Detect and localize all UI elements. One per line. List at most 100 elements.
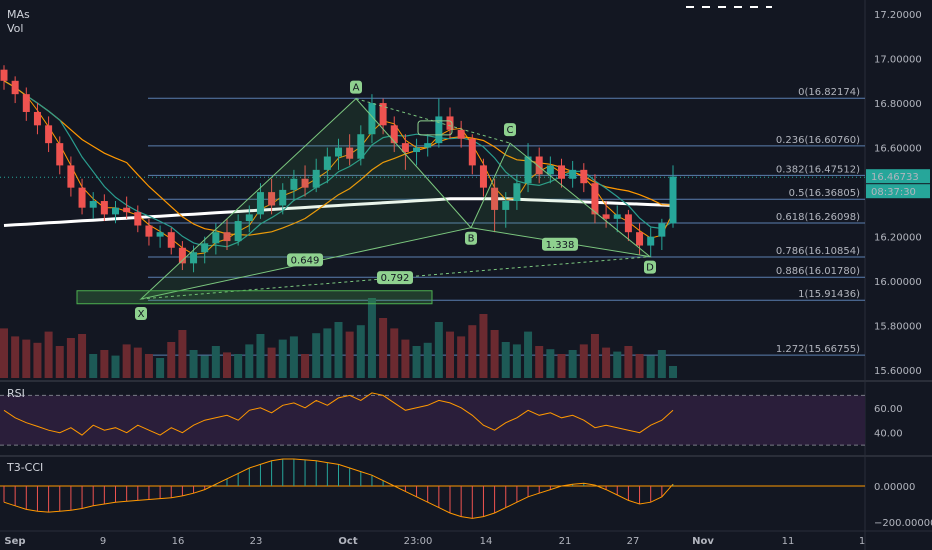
candle-body (636, 232, 644, 246)
pattern-point-marker (135, 306, 147, 320)
pattern-xd-line (140, 256, 651, 300)
candle-body (245, 214, 253, 222)
candle-body (56, 143, 64, 166)
pattern-point-label: A (353, 83, 360, 94)
candle-body (658, 223, 666, 237)
pattern-point-marker (504, 123, 516, 137)
candle-body (156, 232, 164, 237)
fib-level-label: 0.382(16.47512) (776, 164, 860, 175)
time-tick-label: 9 (100, 536, 106, 547)
volume-bar (401, 339, 410, 378)
candle-body (312, 169, 320, 188)
candle-body (78, 187, 86, 208)
legend-vol[interactable]: Vol (7, 22, 24, 35)
time-tick-label: 16 (172, 536, 185, 547)
volume-bar (289, 336, 298, 378)
candle-body (502, 201, 510, 210)
fib-level-label: 1(15.91436) (798, 289, 860, 300)
pattern-point-marker (465, 231, 477, 245)
volume-bar (55, 346, 64, 378)
volume-bar (624, 346, 633, 378)
candle-body (524, 156, 532, 184)
volume-bar (356, 325, 365, 378)
volume-bar (546, 349, 555, 378)
candle-body (558, 165, 565, 179)
volume-bar (33, 342, 42, 378)
fib-retracement[interactable]: 0(16.82174) 0.236(16.60760) 0.382(16.47512… (0, 87, 865, 356)
candle-body (624, 214, 632, 233)
volume-bar (490, 330, 499, 378)
volume-bar (22, 339, 31, 378)
volume-bar (211, 346, 220, 378)
candle-body (145, 225, 153, 237)
volume-bar (334, 322, 343, 378)
pattern-point-marker (644, 260, 656, 274)
candle-body (468, 138, 476, 166)
candle-body (89, 201, 97, 208)
volume-bar (44, 331, 53, 378)
pattern-small-box (417, 120, 453, 136)
candle-body (123, 207, 131, 213)
candle-body (290, 178, 298, 190)
volume-bar (568, 350, 577, 378)
fib-level-label: 0.236(16.60760) (776, 135, 860, 146)
price-tick-label: 15.60000 (874, 366, 922, 377)
volume-bar (245, 344, 254, 378)
volume-bar (535, 346, 544, 378)
candle-body (201, 243, 209, 253)
time-tick-label: Sep (4, 536, 25, 547)
xabcd-pattern[interactable]: X A B C D 0.649 0.792 1.338 (76, 80, 656, 320)
fib-level-label: 0(16.82174) (798, 87, 860, 98)
countdown-label: 08:37:30 (871, 187, 916, 198)
volume-bar (301, 354, 310, 378)
candle-body (301, 178, 309, 188)
candle-body (479, 165, 487, 188)
candle-body (357, 134, 365, 159)
countdown-badge (866, 184, 930, 199)
legend-mas[interactable]: MAs (7, 8, 30, 21)
volume-bar (512, 344, 521, 378)
pattern-ratio-marker (287, 253, 323, 267)
pattern-ratio-label: 1.338 (546, 240, 575, 251)
volume-bar (178, 330, 187, 378)
time-tick-label: 21 (559, 536, 572, 547)
candle-body (346, 147, 354, 159)
candle-body (234, 221, 242, 242)
rsi-pane-title[interactable]: RSI (7, 387, 25, 400)
cci-pane-title[interactable]: T3-CCI (7, 461, 44, 474)
candle-body (223, 232, 231, 242)
volume-bar (590, 334, 599, 378)
price-tick-label: 16.60000 (874, 144, 922, 155)
time-tick-label: 1 (859, 536, 865, 547)
rsi-pane (0, 392, 865, 446)
candle-body (513, 183, 521, 202)
fib-level-label: 0.786(16.10854) (776, 246, 860, 257)
fib-level-label: 0.5(16.36805) (789, 188, 861, 199)
candle-body (134, 212, 142, 226)
candle-body (167, 232, 175, 248)
volume-bar (468, 325, 477, 378)
pattern-ratio-label: 0.649 (291, 255, 320, 266)
volume-bar (669, 366, 677, 378)
candle-body (335, 147, 342, 157)
volume-bar (434, 322, 443, 378)
candle-body (368, 103, 376, 135)
volume-bar (167, 342, 176, 378)
candle-body (190, 252, 198, 264)
volume-bar (234, 354, 243, 378)
candle-body (112, 207, 119, 215)
candle-body (591, 183, 599, 215)
volume-bar (278, 339, 287, 378)
candle-body (268, 192, 276, 206)
volume-bar (501, 342, 510, 378)
cci-tick-label: 0.00000 (874, 482, 915, 493)
pattern-point-label: C (507, 125, 514, 136)
candle-body (11, 80, 19, 95)
volume-bar (100, 350, 109, 378)
candle-body (379, 103, 387, 126)
volume-bar (613, 351, 622, 378)
time-tick-label: 27 (627, 536, 640, 547)
fib-level-label: 0.618(16.26098) (776, 212, 860, 223)
legend: MAs Vol (7, 8, 30, 36)
